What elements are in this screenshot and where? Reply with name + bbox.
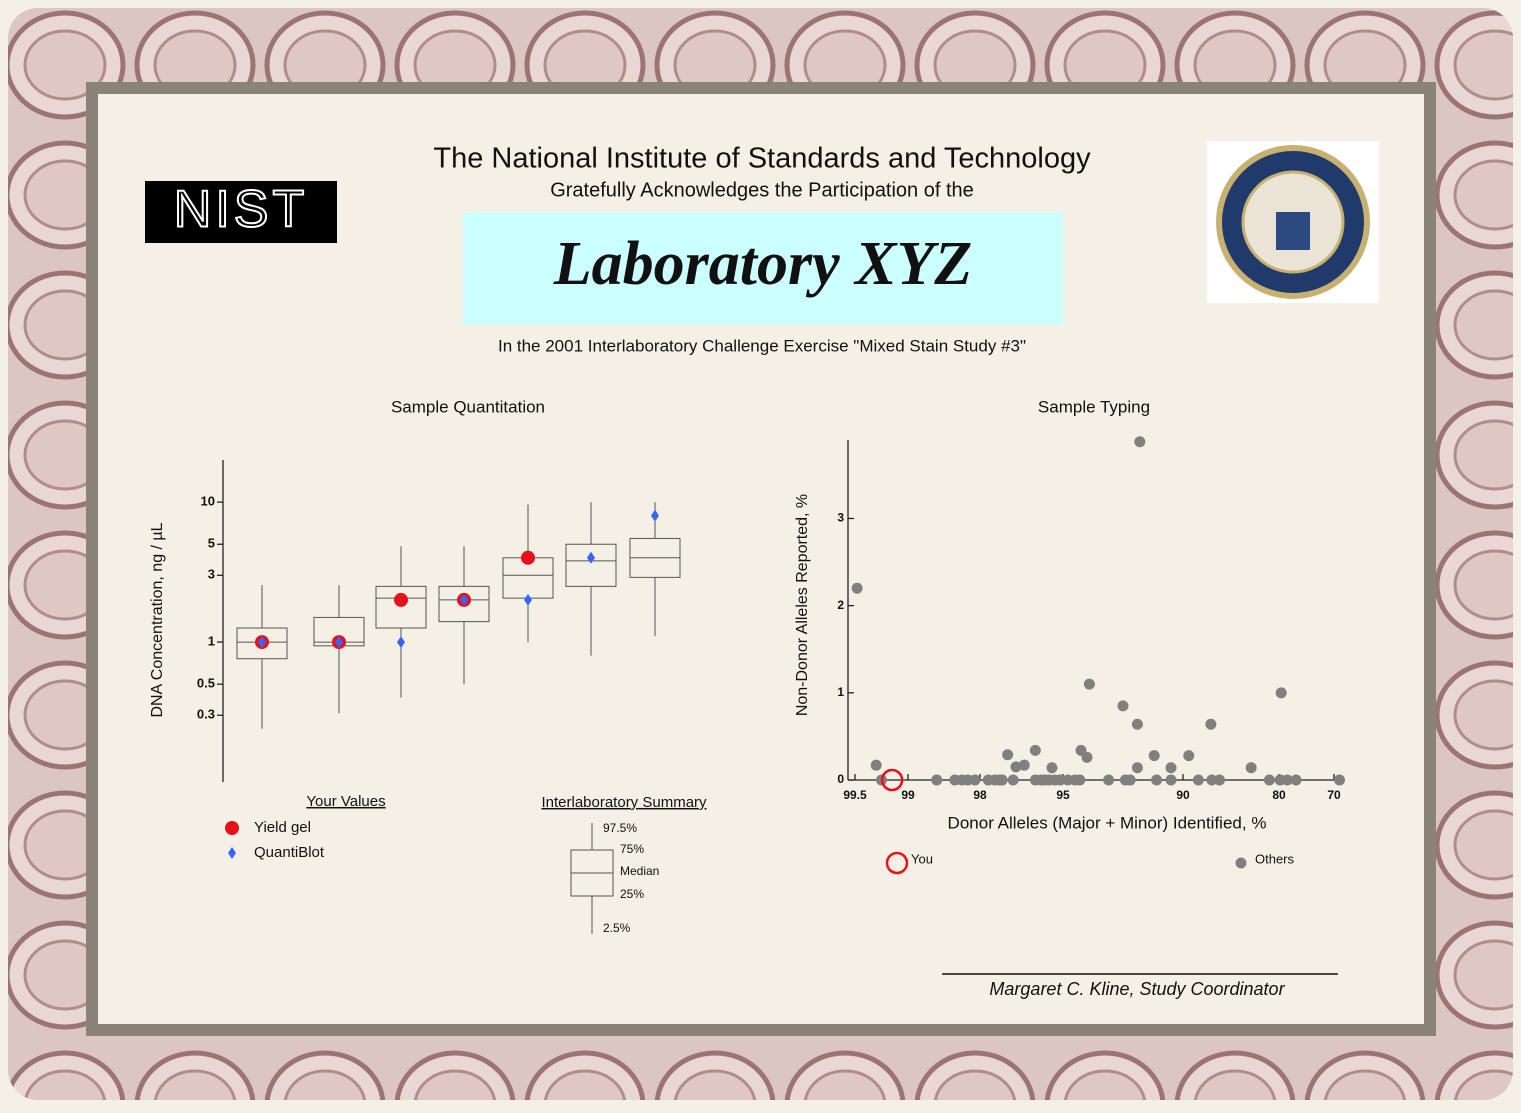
- y-tick-label: 3: [208, 567, 215, 582]
- key-label: 97.5%: [603, 821, 637, 835]
- other-point: [1205, 719, 1216, 730]
- other-point: [1264, 775, 1275, 786]
- y-tick-label: 3: [837, 511, 844, 525]
- y-tick-label: 5: [208, 536, 215, 551]
- other-point: [1132, 719, 1143, 730]
- other-point: [1118, 700, 1129, 711]
- key-label: 75%: [620, 842, 644, 856]
- y-tick-label: 1: [837, 685, 844, 699]
- other-point: [1008, 775, 1019, 786]
- other-point: [852, 583, 863, 594]
- x-tick-label: 95: [1056, 788, 1070, 802]
- y-axis-label: DNA Concentration, ng / µL: [149, 522, 166, 717]
- x-axis-label: Donor Alleles (Major + Minor) Identified…: [948, 813, 1267, 832]
- x-tick-label: 90: [1176, 788, 1190, 802]
- other-point: [1149, 750, 1160, 761]
- y-tick-label: 1: [208, 634, 215, 649]
- key-label: 25%: [620, 887, 644, 901]
- laboratory: Laboratory XYZ: [553, 230, 972, 298]
- logo: NIST: [174, 181, 308, 239]
- y-tick-label: 0: [837, 772, 844, 786]
- legend-marker: [225, 821, 239, 835]
- other-point: [1166, 762, 1177, 773]
- yield-point: [521, 551, 535, 565]
- other-point: [1193, 775, 1204, 786]
- legend-title: Your Values: [306, 793, 385, 810]
- y-tick-label: 0.3: [197, 707, 215, 722]
- certificate: NIST The National Institute of Standards…: [0, 0, 1521, 1108]
- key-label: Median: [620, 864, 659, 878]
- legend-label: QuantiBlot: [254, 844, 325, 861]
- x-tick-label: 99.5: [843, 788, 867, 802]
- other-point: [1334, 775, 1345, 786]
- exercise: In the 2001 Interlaboratory Challenge Ex…: [498, 336, 1026, 355]
- legend-label: Others: [1255, 851, 1295, 866]
- other-point: [1246, 762, 1257, 773]
- other-point: [1214, 775, 1225, 786]
- other-point: [1002, 749, 1013, 760]
- other-point: [931, 775, 942, 786]
- other-point: [1019, 760, 1030, 771]
- other-point: [1291, 775, 1302, 786]
- y-tick-label: 2: [837, 598, 844, 612]
- other-point: [1183, 750, 1194, 761]
- other-point: [1132, 762, 1143, 773]
- chart-title: Sample Typing: [1038, 397, 1150, 416]
- other-point: [1276, 687, 1287, 698]
- x-tick-label: 70: [1327, 788, 1341, 802]
- legend-marker: [1236, 858, 1247, 869]
- other-point: [1074, 775, 1085, 786]
- other-point: [1084, 679, 1095, 690]
- x-tick-label: 99: [901, 788, 915, 802]
- summary-title: Interlaboratory Summary: [541, 794, 707, 811]
- other-point: [1166, 775, 1177, 786]
- x-tick-label: 98: [973, 788, 987, 802]
- other-point: [1082, 752, 1093, 763]
- yield-point: [394, 593, 408, 607]
- other-point: [1030, 745, 1041, 756]
- y-tick-label: 10: [201, 494, 215, 509]
- legend-label: Yield gel: [254, 819, 311, 836]
- other-point: [997, 775, 1008, 786]
- other-point: [1125, 775, 1136, 786]
- y-axis-label: Non-Donor Alleles Reported, %: [794, 494, 811, 716]
- other-point: [1103, 775, 1114, 786]
- y-tick-label: 0.5: [197, 676, 215, 691]
- chart-title: Sample Quantitation: [391, 397, 545, 416]
- other-point: [969, 775, 980, 786]
- signature: Margaret C. Kline, Study Coordinator: [989, 979, 1285, 999]
- other-point: [871, 760, 882, 771]
- seal-shield: [1276, 212, 1310, 250]
- other-point: [1046, 762, 1057, 773]
- key-label: 2.5%: [603, 921, 631, 935]
- subtitle: Gratefully Acknowledges the Participatio…: [550, 179, 974, 201]
- title: The National Institute of Standards and …: [433, 143, 1091, 175]
- legend-label: You: [911, 851, 933, 866]
- x-tick-label: 80: [1272, 788, 1286, 802]
- other-point: [1151, 775, 1162, 786]
- other-point: [1134, 436, 1145, 447]
